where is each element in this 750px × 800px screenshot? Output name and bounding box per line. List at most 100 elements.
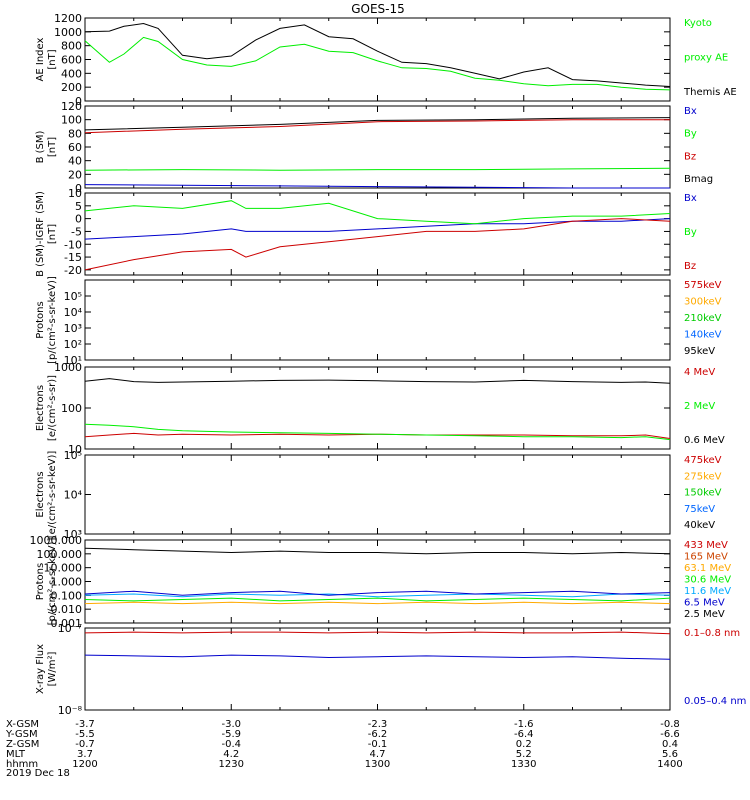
y-axis-label: [p/(cm²-s-sr-keV)] [47,276,58,364]
y-tick-label: 80 [68,127,82,140]
series-line-themis-ae [84,22,671,87]
y-axis-label: [nT] [47,49,58,69]
legend-entry: 150keV [684,488,722,499]
ephemeris-label: MLT [6,749,26,760]
y-axis-label: Protons [35,563,46,600]
legend-entry: 0.05–0.4 nm [684,696,746,707]
y-tick-label: 0.010 [51,603,83,616]
legend-entry: 210keV [684,313,722,324]
legend-entry: 0.1–0.8 nm [684,628,740,639]
y-axis-label: [e/(cm²-s-sr)] [47,375,58,441]
y-tick-label: 0 [75,213,82,226]
y-tick-label: 600 [61,54,82,67]
series-line-0-05-0-4-nm [84,654,671,660]
ephemeris-value: -2.3 [368,719,388,730]
ephemeris-value: 5.6 [662,749,678,760]
panel-frame [84,454,671,535]
panel-8: 10⁻⁸ 10⁻⁷ X-ray Flux [W/m²] 0.1–0.8 nm 0.05–0… [35,622,746,717]
y-tick-label: 800 [61,40,82,53]
series-line-11-6-mev [84,593,671,598]
legend-entry: Bz [684,151,696,162]
ephemeris-value: 4.2 [223,749,239,760]
y-tick-label: 40 [68,155,82,168]
y-axis-label: [p/(cm²-s-sr-keV)] [47,538,58,626]
y-tick-label: 60 [68,141,82,154]
ephemeris-value: 1200 [72,759,97,770]
legend-entry: 40keV [684,520,715,531]
y-tick-label: -15 [64,251,82,264]
ephemeris-value: 4.7 [370,749,386,760]
legend-entry: Bz [684,261,696,272]
legend-entry: 2.5 MeV [684,609,725,620]
legend-entry: 11.6 MeV [684,586,731,597]
y-axis-label: [nT] [47,137,58,157]
panel-frame [84,279,671,361]
ephemeris-value: 3.7 [77,749,93,760]
series-line-by [84,167,671,171]
legend-entry: Bmag [684,174,713,185]
legend-entry: 2 MeV [684,401,715,412]
series-line-bmag [84,117,671,131]
panel-6: 10³ 10⁴ 10⁵ Electrons [e/(cm²-s-sr-keV)] 475k… [35,449,722,541]
legend-entry: proxy AE [684,53,728,64]
ephemeris-label: hhmm [6,759,38,770]
ephemeris-value: -0.4 [221,739,241,750]
legend-entry: 140keV [684,330,722,341]
plot-title: GOES-15 [351,2,405,16]
legend-entry: 300keV [684,297,722,308]
y-tick-label: 10⁻⁷ [58,622,82,635]
y-tick-label: 10⁵ [64,449,82,462]
y-tick-label: 1200 [54,12,82,25]
y-axis-label: B (SM) [35,130,46,163]
y-tick-label: 10³ [64,528,82,541]
ephemeris-value: -5.9 [221,729,241,740]
y-tick-label: 10² [64,338,82,351]
legend-entry: Themis AE [683,87,737,98]
legend-entry: 575keV [684,280,722,291]
y-tick-label: 100 [61,114,82,127]
y-tick-label: 20 [68,168,82,181]
series-line-2-5-mev [84,547,671,555]
y-tick-label: 10⁴ [64,489,83,502]
y-tick-label: 10¹ [64,354,82,367]
legend-entry: 4 MeV [684,367,715,378]
ephemeris-value: 0.4 [662,739,678,750]
series-line-2-mev [84,423,671,441]
legend-entry: Bx [684,106,697,117]
ephemeris-value: 1400 [657,759,682,770]
y-axis-label: X-ray Flux [35,644,46,694]
y-tick-label: -20 [64,264,82,277]
ephemeris-value: 1300 [365,759,390,770]
legend-entry: 275keV [684,471,722,482]
legend-entry: 75keV [684,504,715,515]
panel-4: 10¹ 10² 10³ 10⁴ 10⁵ Protons [p/(cm²-s-sr-keV)]… [35,276,722,367]
legend-entry: 30.6 MeV [684,575,731,586]
panel-frame [84,627,671,711]
y-tick-label: -5 [71,225,82,238]
series-line-6-5-mev [84,590,671,596]
y-axis-label: Electrons [35,385,46,431]
panel-frame [84,17,671,102]
legend-entry: 6.5 MeV [684,598,725,609]
legend-entry: 165 MeV [684,552,728,563]
y-axis-label: B (SM)-IGRF (SM) [35,191,46,277]
series-line-bz [84,119,670,134]
ephemeris-value: 1330 [511,759,536,770]
y-axis-label: [e/(cm²-s-sr-keV)] [47,451,58,539]
series-line-0-6-mev [84,378,671,384]
y-tick-label: 0 [75,95,82,108]
ephemeris-value: -6.4 [514,729,534,740]
ephemeris-value: 0.2 [516,739,532,750]
panel-5: 10 100 1000 Electrons [e/(cm²-s-sr)] 4 MeV 2 M… [35,361,725,456]
y-tick-label: 0.100 [51,589,83,602]
legend-entry: By [684,129,697,140]
ephemeris-value: -0.1 [368,739,388,750]
legend-entry: Bx [684,193,697,204]
ephemeris-value: -6.6 [660,729,680,740]
y-tick-label: 1000.000 [30,534,83,547]
ephemeris-label: Y-GSM [5,729,38,740]
y-tick-label: 0.001 [51,617,83,630]
